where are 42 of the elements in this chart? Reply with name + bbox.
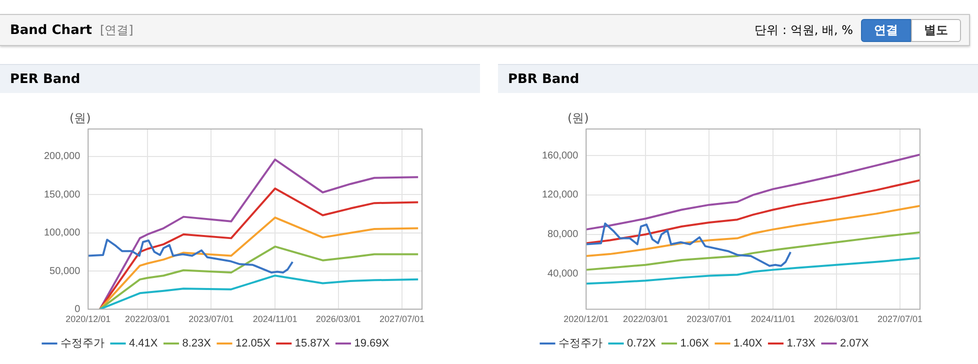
text: [연결]: [100, 22, 134, 38]
x-tick-label: 2020/12/01: [564, 314, 609, 324]
legend-label: 19.69X: [354, 338, 390, 350]
legend-label: 8.23X: [182, 338, 212, 350]
legend-label: 15.87X: [294, 338, 330, 350]
x-tick-label: 2026/03/01: [316, 314, 361, 324]
legend-label: 1.06X: [680, 338, 710, 350]
x-tick-label: 2022/03/01: [125, 314, 170, 324]
y-tick-label: 120,000: [542, 190, 579, 201]
text: 별도: [911, 18, 961, 42]
x-tick-label: 2020/12/01: [66, 314, 111, 324]
text: Band Chart: [10, 22, 92, 38]
y-tick-label: 200,000: [44, 151, 81, 162]
legend-label: 1.73X: [786, 338, 816, 350]
x-tick-label: 2023/07/01: [686, 314, 732, 324]
y-tick-label: 40,000: [548, 268, 579, 280]
legend-label: 2.07X: [840, 338, 870, 350]
legend-label: 수정주가: [60, 338, 104, 350]
text: 연결: [861, 18, 911, 42]
text: 단위 : 억원, 배, %: [754, 22, 853, 38]
legend-label: 4.41X: [129, 338, 158, 350]
x-tick-label: 2026/03/01: [814, 314, 859, 324]
x-tick-label: 2023/07/01: [188, 314, 234, 324]
y-tick-label: 0: [74, 304, 81, 315]
y-tick-label: 100,000: [44, 228, 81, 239]
legend-label: 0.72X: [627, 338, 656, 350]
chart-title: PER Band: [0, 64, 480, 93]
y-tick-label: 160,000: [542, 150, 579, 162]
x-tick-label: 2027/07/01: [379, 314, 425, 324]
y-tick-label: 50,000: [50, 266, 81, 277]
y-tick-label: 80,000: [548, 229, 579, 240]
legend-label: 12.05X: [235, 338, 272, 350]
y-axis-title: (원): [69, 111, 91, 126]
legend-label: 수정주가: [558, 338, 602, 350]
x-tick-label: 2024/11/01: [252, 314, 298, 324]
x-tick-label: 2024/11/01: [750, 314, 796, 324]
y-tick-label: 150,000: [44, 189, 81, 200]
legend-label: 1.40X: [733, 338, 763, 350]
y-axis-title: (원): [567, 111, 589, 126]
x-tick-label: 2022/03/01: [623, 314, 668, 324]
x-tick-label: 2027/07/01: [877, 314, 923, 324]
chart-title: PBR Band: [498, 64, 978, 93]
